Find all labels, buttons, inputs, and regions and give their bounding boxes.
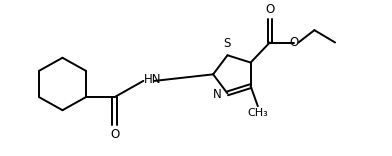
Text: HN: HN bbox=[144, 73, 162, 86]
Text: S: S bbox=[223, 37, 230, 50]
Text: O: O bbox=[265, 3, 274, 16]
Text: N: N bbox=[213, 88, 222, 101]
Text: CH₃: CH₃ bbox=[247, 108, 268, 119]
Text: O: O bbox=[110, 128, 119, 141]
Text: O: O bbox=[289, 36, 298, 49]
